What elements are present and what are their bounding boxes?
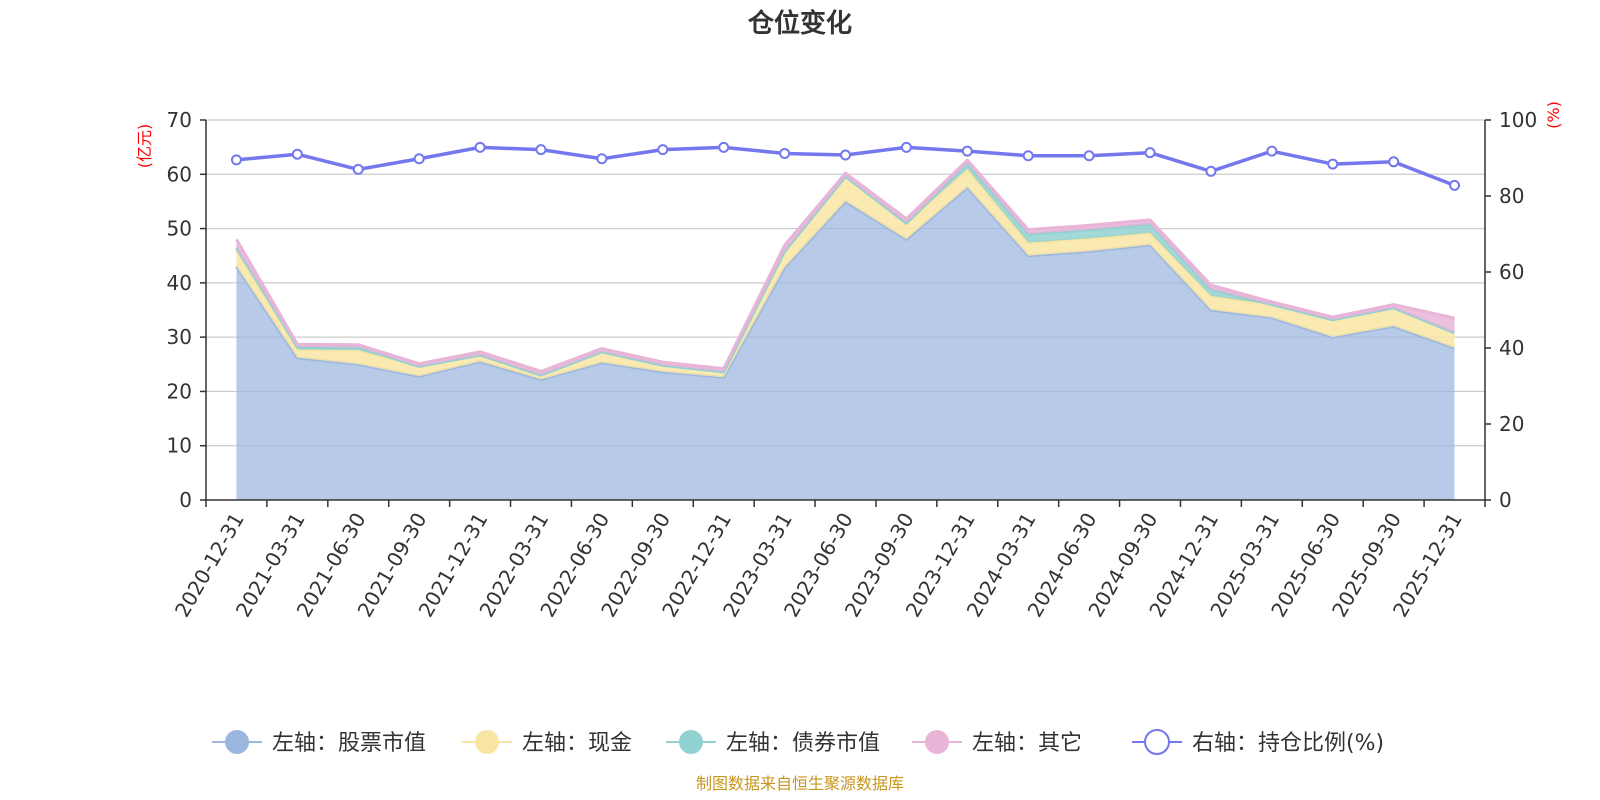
holding-ratio-point (1449, 179, 1461, 191)
right-tick-label: 0 (1499, 488, 1512, 512)
holding-ratio-point (779, 147, 791, 159)
right-tick-label: 20 (1499, 412, 1524, 436)
left-tick-label: 70 (167, 108, 192, 132)
holding-ratio-point (1388, 156, 1400, 168)
area-0 (236, 187, 1455, 501)
holding-ratio-point (291, 148, 303, 160)
area-1 (236, 168, 1455, 380)
chart-title: 仓位变化 (747, 8, 852, 39)
right-tick-label: 40 (1499, 336, 1524, 360)
holding-ratio-point (900, 141, 912, 153)
legend-label: 左轴：债券市值 (726, 731, 880, 756)
holding-ratio-point (1266, 145, 1278, 157)
holding-ratio-point (1083, 150, 1095, 162)
legend-marker (679, 730, 703, 754)
holding-ratio-point (596, 153, 608, 165)
holding-ratio-point (1327, 158, 1339, 170)
holding-ratio-series (230, 141, 1461, 191)
holding-ratio-point (535, 144, 547, 156)
right-tick-label: 60 (1499, 260, 1524, 284)
left-tick-label: 20 (167, 379, 192, 403)
legend-label: 左轴：其它 (972, 731, 1082, 756)
holding-ratio-point (1144, 147, 1156, 159)
left-tick-label: 40 (167, 271, 192, 295)
holding-ratio-point (474, 141, 486, 153)
right-axis-unit: (%) (1544, 101, 1563, 129)
left-tick-label: 30 (167, 325, 192, 349)
holding-ratio-point (352, 163, 364, 175)
legend-label: 左轴：现金 (522, 731, 632, 756)
legend-marker (925, 730, 949, 754)
legend-marker (1144, 729, 1170, 755)
legend-marker (475, 730, 499, 754)
area-line-3 (235, 158, 1455, 373)
left-axis-unit: (亿元) (135, 124, 154, 169)
legend-marker (225, 730, 249, 754)
left-tick-label: 10 (167, 434, 192, 458)
holding-ratio-point (657, 144, 669, 156)
left-tick-label: 0 (179, 488, 192, 512)
holding-ratio-point (1205, 165, 1217, 177)
right-tick-label: 100 (1499, 108, 1537, 132)
holding-ratio-point (230, 154, 242, 166)
right-tick-label: 80 (1499, 184, 1524, 208)
legend-label: 右轴：持仓比例(%) (1192, 731, 1384, 756)
holding-ratio-point (413, 153, 425, 165)
legend-label: 左轴：股票市值 (272, 731, 426, 756)
left-tick-label: 60 (167, 162, 192, 186)
data-source-note: 制图数据来自恒生聚源数据库 (696, 774, 904, 793)
holding-ratio-point (961, 145, 973, 157)
holding-ratio-point (840, 149, 851, 161)
holding-ratio-point (718, 141, 730, 153)
legend: 左轴：股票市值 左轴：现金 左轴：债券市值 左轴：其它 右轴：持仓比例(%) (212, 729, 1384, 756)
holding-ratio-point (1022, 150, 1034, 162)
stacked-areas (235, 158, 1456, 501)
left-tick-label: 50 (167, 217, 192, 241)
